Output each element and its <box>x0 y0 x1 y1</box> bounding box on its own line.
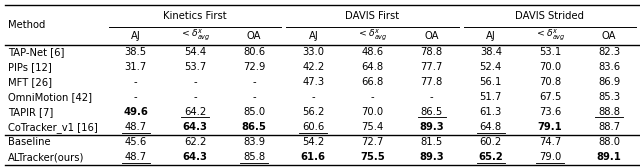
Text: 56.1: 56.1 <box>479 77 502 87</box>
Text: AJ: AJ <box>486 31 496 41</box>
Text: 38.5: 38.5 <box>125 47 147 57</box>
Text: 66.8: 66.8 <box>362 77 383 87</box>
Text: 65.2: 65.2 <box>479 152 503 162</box>
Text: -: - <box>193 92 196 102</box>
Text: DAVIS First: DAVIS First <box>346 11 399 21</box>
Text: 81.5: 81.5 <box>420 137 443 147</box>
Text: DAVIS Strided: DAVIS Strided <box>515 11 584 21</box>
Text: -: - <box>252 92 256 102</box>
Text: 86.5: 86.5 <box>420 107 443 117</box>
Text: Baseline: Baseline <box>8 137 51 147</box>
Text: 53.7: 53.7 <box>184 62 206 72</box>
Text: 61.6: 61.6 <box>301 152 326 162</box>
Text: OA: OA <box>247 31 261 41</box>
Text: 80.6: 80.6 <box>243 47 265 57</box>
Text: 64.3: 64.3 <box>182 122 207 132</box>
Text: 64.8: 64.8 <box>362 62 383 72</box>
Text: 86.9: 86.9 <box>598 77 620 87</box>
Text: 77.8: 77.8 <box>420 77 443 87</box>
Text: 78.8: 78.8 <box>420 47 443 57</box>
Text: 72.7: 72.7 <box>362 137 383 147</box>
Text: 64.2: 64.2 <box>184 107 206 117</box>
Text: -: - <box>312 92 315 102</box>
Text: AJ: AJ <box>131 31 141 41</box>
Text: 88.7: 88.7 <box>598 122 620 132</box>
Text: AJ: AJ <box>308 31 318 41</box>
Text: 48.7: 48.7 <box>125 152 147 162</box>
Text: 86.5: 86.5 <box>242 122 267 132</box>
Text: 64.3: 64.3 <box>182 152 207 162</box>
Text: OA: OA <box>424 31 439 41</box>
Text: -: - <box>134 92 138 102</box>
Text: -: - <box>193 77 196 87</box>
Text: $< \delta^x_{avg}$: $< \delta^x_{avg}$ <box>180 28 211 43</box>
Text: 70.0: 70.0 <box>539 62 561 72</box>
Text: OA: OA <box>602 31 616 41</box>
Text: -: - <box>134 77 138 87</box>
Text: 54.2: 54.2 <box>302 137 324 147</box>
Text: 49.6: 49.6 <box>124 107 148 117</box>
Text: 85.8: 85.8 <box>243 152 265 162</box>
Text: 70.8: 70.8 <box>539 77 561 87</box>
Text: 79.1: 79.1 <box>538 122 563 132</box>
Text: 67.5: 67.5 <box>539 92 561 102</box>
Text: 82.3: 82.3 <box>598 47 620 57</box>
Text: 89.3: 89.3 <box>419 122 444 132</box>
Text: -: - <box>252 77 256 87</box>
Text: 75.5: 75.5 <box>360 152 385 162</box>
Text: CoTracker_v1 [16]: CoTracker_v1 [16] <box>8 122 97 133</box>
Text: TAP-Net [6]: TAP-Net [6] <box>8 47 64 57</box>
Text: OmniMotion [42]: OmniMotion [42] <box>8 92 92 102</box>
Text: 75.4: 75.4 <box>362 122 383 132</box>
Text: 51.7: 51.7 <box>479 92 502 102</box>
Text: 38.4: 38.4 <box>480 47 502 57</box>
Text: 56.2: 56.2 <box>302 107 324 117</box>
Text: 72.9: 72.9 <box>243 62 266 72</box>
Text: 48.6: 48.6 <box>362 47 383 57</box>
Text: Kinetics First: Kinetics First <box>163 11 227 21</box>
Text: 89.1: 89.1 <box>596 152 621 162</box>
Text: 42.2: 42.2 <box>302 62 324 72</box>
Text: 74.7: 74.7 <box>539 137 561 147</box>
Text: 79.0: 79.0 <box>539 152 561 162</box>
Text: 83.6: 83.6 <box>598 62 620 72</box>
Text: TAPIR [7]: TAPIR [7] <box>8 107 53 117</box>
Text: 70.0: 70.0 <box>362 107 383 117</box>
Text: 60.6: 60.6 <box>302 122 324 132</box>
Text: 53.1: 53.1 <box>539 47 561 57</box>
Text: 48.7: 48.7 <box>125 122 147 132</box>
Text: 77.7: 77.7 <box>420 62 443 72</box>
Text: 45.6: 45.6 <box>125 137 147 147</box>
Text: MFT [26]: MFT [26] <box>8 77 52 87</box>
Text: 62.2: 62.2 <box>184 137 206 147</box>
Text: 85.0: 85.0 <box>243 107 265 117</box>
Text: 85.3: 85.3 <box>598 92 620 102</box>
Text: 54.4: 54.4 <box>184 47 206 57</box>
Text: -: - <box>371 92 374 102</box>
Text: 83.9: 83.9 <box>243 137 265 147</box>
Text: 88.0: 88.0 <box>598 137 620 147</box>
Text: 73.6: 73.6 <box>539 107 561 117</box>
Text: ALTracker(ours): ALTracker(ours) <box>8 152 84 162</box>
Text: 88.8: 88.8 <box>598 107 620 117</box>
Text: 60.2: 60.2 <box>480 137 502 147</box>
Text: 31.7: 31.7 <box>125 62 147 72</box>
Text: PIPs [12]: PIPs [12] <box>8 62 51 72</box>
Text: -: - <box>430 92 433 102</box>
Text: $< \delta^x_{avg}$: $< \delta^x_{avg}$ <box>534 28 565 43</box>
Text: Method: Method <box>8 20 45 30</box>
Text: 61.3: 61.3 <box>480 107 502 117</box>
Text: 52.4: 52.4 <box>480 62 502 72</box>
Text: 47.3: 47.3 <box>302 77 324 87</box>
Text: 33.0: 33.0 <box>302 47 324 57</box>
Text: 64.8: 64.8 <box>480 122 502 132</box>
Text: $< \delta^x_{avg}$: $< \delta^x_{avg}$ <box>357 28 388 43</box>
Text: 89.3: 89.3 <box>419 152 444 162</box>
